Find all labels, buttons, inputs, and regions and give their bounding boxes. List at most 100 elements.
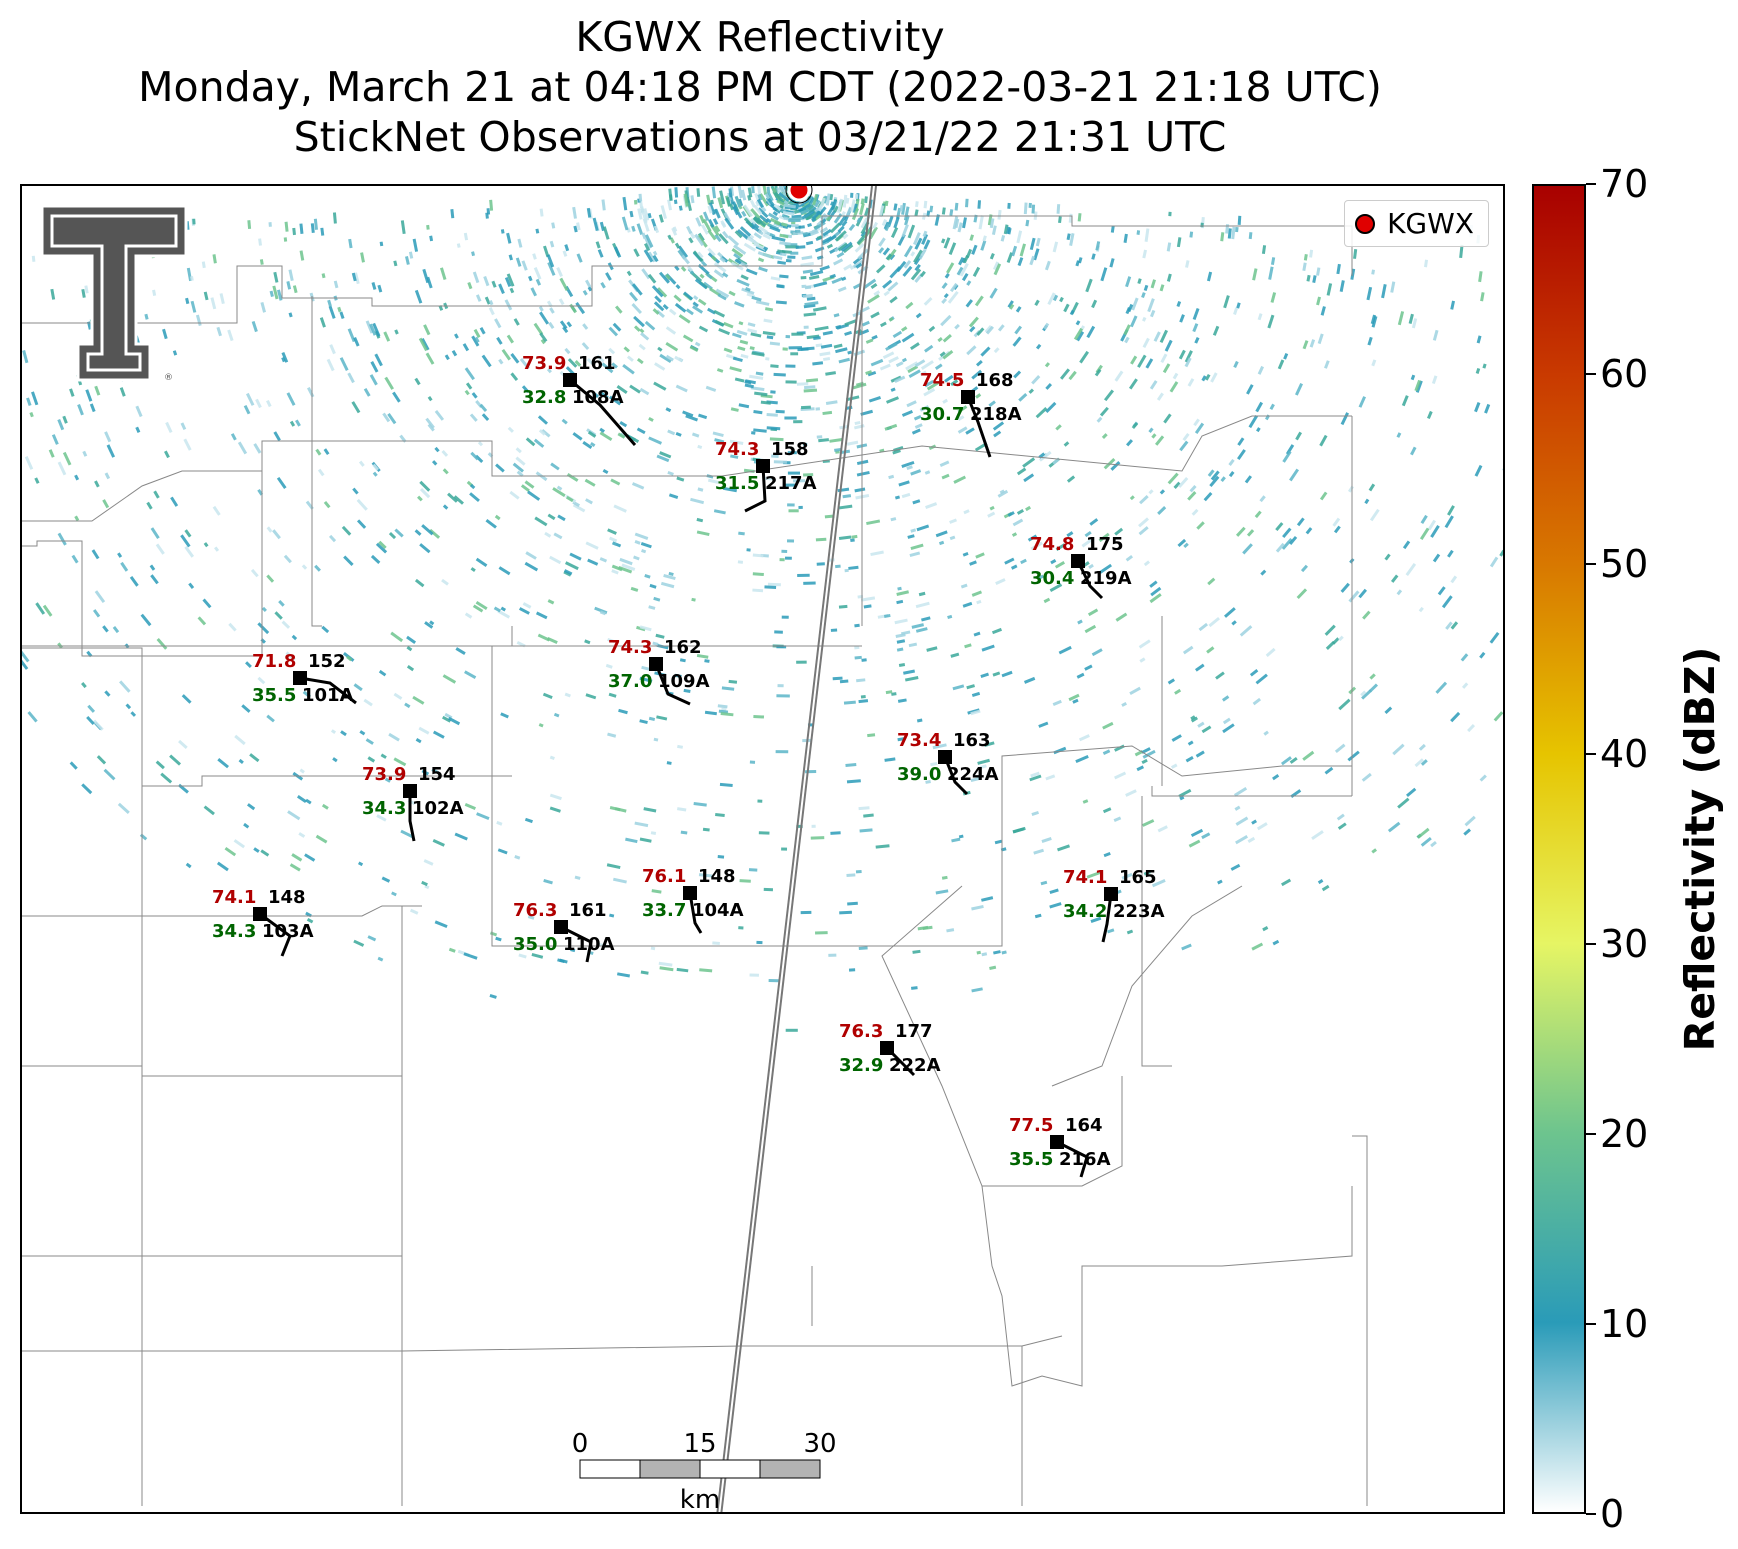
station-104A[interactable]: 76.1 148 33.7 104A <box>642 866 744 934</box>
station-dewpoint: 31.5 <box>715 473 759 494</box>
scale-tick-15: 15 <box>683 1429 716 1459</box>
station-marker <box>683 886 697 900</box>
station-pressure: 161 <box>578 353 616 374</box>
station-pressure: 161 <box>569 900 607 921</box>
station-dewpoint: 34.3 <box>362 798 406 819</box>
colorbar-tick-mark <box>1586 943 1596 945</box>
station-marker <box>563 373 577 387</box>
station-dewpoint: 32.8 <box>522 387 566 408</box>
station-id: 216A <box>1059 1149 1111 1170</box>
wind-barb <box>943 756 969 796</box>
station-101A[interactable]: 71.8 152 35.5 101A <box>252 651 357 706</box>
station-id: 223A <box>1113 901 1165 922</box>
station-219A[interactable]: 74.8 175 30.4 219A <box>1030 534 1132 600</box>
station-marker <box>253 907 267 921</box>
reflectivity-layer <box>22 186 1503 1032</box>
station-id: 108A <box>572 387 624 408</box>
station-dewpoint: 34.2 <box>1063 901 1107 922</box>
station-id: 218A <box>970 404 1022 425</box>
colorbar-tick-mark <box>1586 1323 1596 1325</box>
station-temperature: 77.5 <box>1009 1115 1053 1136</box>
station-218A[interactable]: 74.5 168 30.7 218A <box>920 370 1022 458</box>
station-marker <box>756 459 770 473</box>
station-id: 101A <box>302 685 354 706</box>
radar-map[interactable]: 73.9 161 32.8 108A 74.5 168 30.7 218A 74.3 158 31.… <box>20 184 1505 1514</box>
station-marker <box>1050 1135 1064 1149</box>
station-id: 219A <box>1080 568 1132 589</box>
colorbar-tick-mark <box>1586 183 1596 185</box>
station-224A[interactable]: 73.4 163 39.0 224A <box>897 730 999 796</box>
title-line-2: Monday, March 21 at 04:18 PM CDT (2022-0… <box>138 63 1382 111</box>
colorbar-tick-label: 30 <box>1600 922 1649 966</box>
station-dewpoint: 39.0 <box>897 764 941 785</box>
station-dewpoint: 35.0 <box>513 934 557 955</box>
station-216A[interactable]: 77.5 164 35.5 216A <box>1009 1115 1111 1178</box>
station-marker <box>880 1041 894 1055</box>
colorbar-tick-label: 50 <box>1600 542 1649 586</box>
station-marker <box>1104 887 1118 901</box>
station-temperature: 74.1 <box>1063 867 1107 888</box>
station-pressure: 158 <box>771 439 809 460</box>
colorbar-tick-label: 60 <box>1600 352 1649 396</box>
station-pressure: 152 <box>308 651 346 672</box>
station-103A[interactable]: 74.1 148 34.3 103A <box>212 887 314 957</box>
wind-barb <box>560 925 593 963</box>
colorbar-title: Reflectivity (dBZ) <box>1676 646 1724 1052</box>
station-pressure: 164 <box>1065 1115 1103 1136</box>
colorbar-tick-label: 40 <box>1600 732 1649 776</box>
station-temperature: 73.4 <box>897 730 941 751</box>
wind-barb <box>408 791 416 842</box>
radar-site-legend-icon <box>1355 213 1376 234</box>
station-pressure: 163 <box>953 730 991 751</box>
station-marker <box>403 784 417 798</box>
colorbar-tick-mark <box>1586 753 1596 755</box>
svg-text:®: ® <box>164 373 173 383</box>
station-110A[interactable]: 76.3 161 35.0 110A <box>513 900 615 963</box>
wind-barb <box>654 663 691 706</box>
station-id: 109A <box>658 671 710 692</box>
station-223A[interactable]: 74.1 165 34.2 223A <box>1063 867 1165 943</box>
wind-barb <box>1056 1140 1089 1178</box>
station-id: 103A <box>262 921 314 942</box>
station-marker <box>961 390 975 404</box>
station-temperature: 76.3 <box>839 1021 883 1042</box>
station-pressure: 165 <box>1119 867 1157 888</box>
wind-barb <box>744 465 767 513</box>
station-pressure: 154 <box>418 764 456 785</box>
colorbar-tick-mark <box>1586 563 1596 565</box>
wind-barb <box>966 396 992 458</box>
map-canvas: 73.9 161 32.8 108A 74.5 168 30.7 218A 74.3 158 31.… <box>22 186 1503 1514</box>
scale-tick-30: 30 <box>803 1429 836 1459</box>
station-dewpoint: 30.7 <box>920 404 964 425</box>
colorbar-tick-label: 20 <box>1600 1112 1649 1156</box>
station-pressure: 162 <box>664 637 702 658</box>
station-temperature: 74.8 <box>1030 534 1074 555</box>
scale-tick-0: 0 <box>572 1429 589 1459</box>
station-temperature: 73.9 <box>522 353 566 374</box>
title-line-1: KGWX Reflectivity <box>575 13 945 61</box>
station-marker <box>938 750 952 764</box>
station-dewpoint: 35.5 <box>1009 1149 1053 1170</box>
station-temperature: 76.1 <box>642 866 686 887</box>
station-102A[interactable]: 73.9 154 34.3 102A <box>362 764 464 842</box>
station-temperature: 73.9 <box>362 764 406 785</box>
station-id: 217A <box>765 473 817 494</box>
station-pressure: 148 <box>698 866 736 887</box>
station-dewpoint: 33.7 <box>642 900 686 921</box>
station-id: 224A <box>947 764 999 785</box>
station-marker <box>293 671 307 685</box>
wind-barb <box>1076 560 1104 600</box>
station-108A[interactable]: 73.9 161 32.8 108A <box>522 353 637 446</box>
station-109A[interactable]: 74.3 162 37.0 109A <box>608 637 710 706</box>
station-marker <box>554 920 568 934</box>
station-dewpoint: 34.3 <box>212 921 256 942</box>
colorbar-tick-label: 70 <box>1600 162 1649 206</box>
station-id: 104A <box>692 900 744 921</box>
scale-unit: km <box>680 1485 720 1514</box>
station-pressure: 148 <box>268 887 306 908</box>
station-dewpoint: 37.0 <box>608 671 652 692</box>
station-217A[interactable]: 74.3 158 31.5 217A <box>715 439 817 513</box>
station-temperature: 74.3 <box>608 637 652 658</box>
map-legend: KGWX <box>1344 200 1489 247</box>
station-222A[interactable]: 76.3 177 32.9 222A <box>839 1021 941 1077</box>
